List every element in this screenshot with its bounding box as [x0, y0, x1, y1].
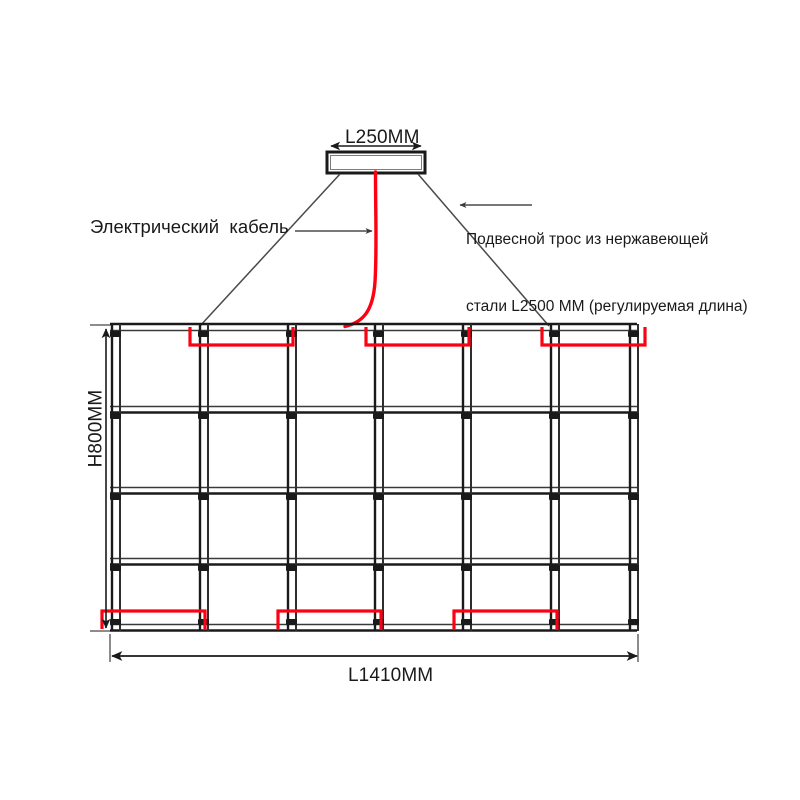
overall-length-label: L1410MM [348, 665, 434, 686]
electric-cable-label: Электрический кабель [90, 216, 289, 237]
led-module-accents-top [188, 327, 647, 347]
electric-cable [343, 170, 378, 329]
suspension-wire-label-line2: стали L2500 ММ (регулируемая длина) [466, 298, 748, 316]
frame-rails [110, 322, 637, 632]
led-module-accents-bottom [100, 609, 559, 629]
overall-height-label: H800MM [85, 389, 107, 468]
length-dimension-arrow [109, 634, 639, 662]
fixture-frame [100, 322, 647, 632]
frame-posts [110, 324, 639, 631]
suspension-wire-label: Подвесной трос из нержавеющей стали L250… [466, 184, 748, 364]
canopy-dimension-label: L250MM [345, 127, 420, 148]
suspension-wire-label-line1: Подвесной трос из нержавеющей [466, 230, 709, 248]
height-dimension-arrow [90, 324, 112, 632]
suspension-wires [199, 173, 550, 327]
ceiling-canopy [325, 150, 427, 175]
